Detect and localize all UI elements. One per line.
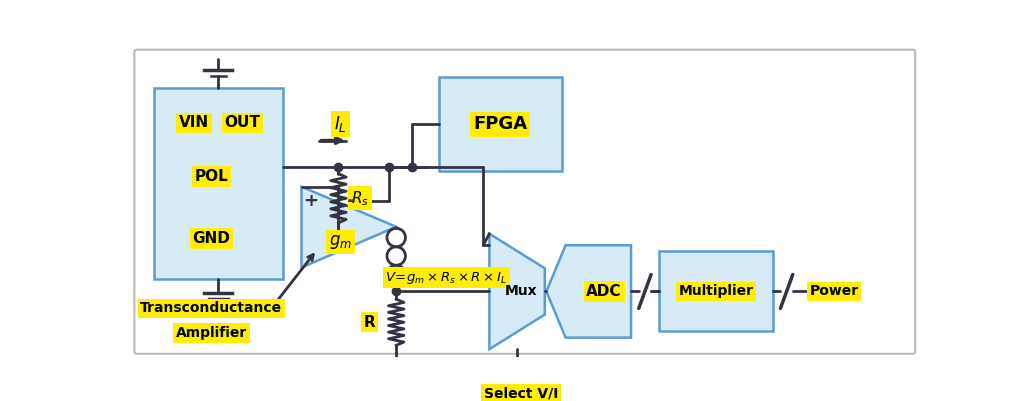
Text: +: + bbox=[303, 192, 318, 210]
Text: Multiplier: Multiplier bbox=[678, 284, 754, 298]
Text: Amplifier: Amplifier bbox=[176, 326, 247, 340]
Bar bbox=[658, 251, 773, 332]
Text: VIN: VIN bbox=[178, 115, 209, 130]
Text: R: R bbox=[364, 315, 375, 330]
Bar bbox=[154, 88, 283, 279]
Text: $g_m$: $g_m$ bbox=[330, 233, 352, 251]
Text: ADC: ADC bbox=[587, 284, 622, 299]
FancyBboxPatch shape bbox=[134, 50, 915, 354]
Polygon shape bbox=[547, 245, 631, 338]
Text: Mux: Mux bbox=[505, 284, 538, 298]
Text: GND: GND bbox=[193, 231, 230, 246]
Text: Transconductance: Transconductance bbox=[140, 302, 283, 315]
Text: -: - bbox=[347, 190, 356, 211]
Text: $R_s$: $R_s$ bbox=[351, 189, 369, 208]
Polygon shape bbox=[301, 187, 396, 267]
Text: FPGA: FPGA bbox=[473, 115, 527, 134]
Text: $I_L$: $I_L$ bbox=[335, 113, 347, 134]
Polygon shape bbox=[489, 234, 545, 349]
Text: $V\!=\!g_m \times R_s \times R \times I_L$: $V\!=\!g_m \times R_s \times R \times I_… bbox=[385, 269, 507, 286]
Text: OUT: OUT bbox=[224, 115, 260, 130]
Bar bbox=[438, 77, 562, 171]
Text: POL: POL bbox=[195, 169, 228, 184]
Text: Select V/I: Select V/I bbox=[483, 386, 558, 400]
Text: Power: Power bbox=[810, 284, 859, 298]
